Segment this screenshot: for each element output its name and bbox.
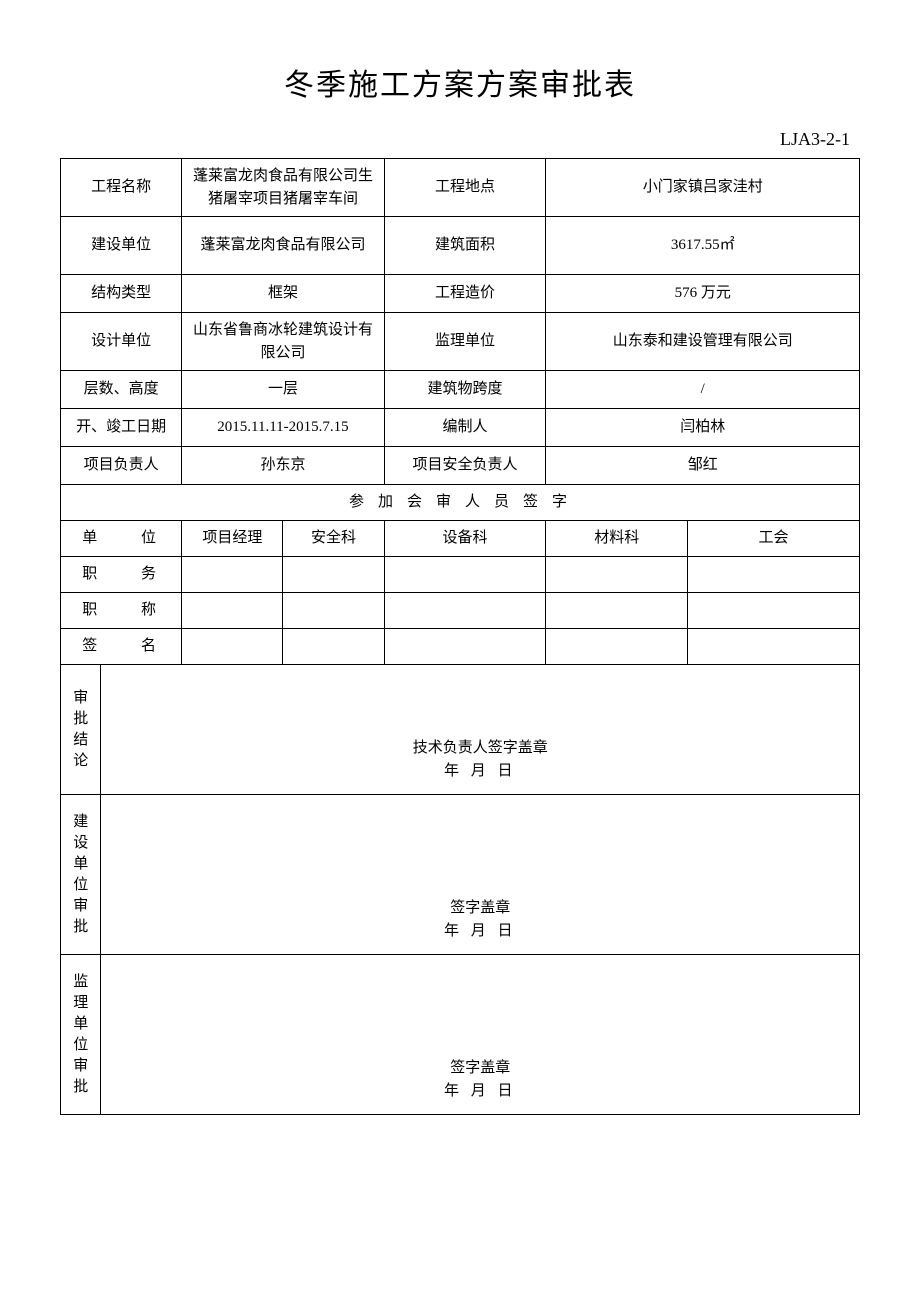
- cell-position-union[interactable]: [688, 557, 860, 593]
- cell-sig-pm[interactable]: [182, 629, 283, 665]
- label-floors-height: 层数、高度: [61, 371, 182, 409]
- date-text-1: 年 月 日: [105, 760, 855, 783]
- cell-rank-union[interactable]: [688, 593, 860, 629]
- label-start-end-date: 开、竣工日期: [61, 409, 182, 447]
- col-union: 工会: [688, 521, 860, 557]
- approval-form-table: 工程名称 蓬莱富龙肉食品有限公司生猪屠宰项目猪屠宰车间 工程地点 小门家镇吕家洼…: [60, 158, 860, 1115]
- value-supervision-unit: 山东泰和建设管理有限公司: [546, 313, 860, 371]
- construction-approval-area[interactable]: 签字盖章 年 月 日: [101, 795, 860, 955]
- label-building-area: 建筑面积: [384, 217, 546, 275]
- value-safety-leader: 邹红: [546, 447, 860, 485]
- cell-sig-safety[interactable]: [283, 629, 384, 665]
- label-design-unit: 设计单位: [61, 313, 182, 371]
- signature-section-title: 参加会审人员签字: [61, 485, 860, 521]
- col-equipment-dept: 设备科: [384, 521, 546, 557]
- form-code: LJA3-2-1: [60, 129, 860, 150]
- value-compiler: 闫柏林: [546, 409, 860, 447]
- label-position: 职 务: [61, 557, 182, 593]
- label-supervision-unit: 监理单位: [384, 313, 546, 371]
- value-project-cost: 576 万元: [546, 275, 860, 313]
- label-structure-type: 结构类型: [61, 275, 182, 313]
- col-safety-dept: 安全科: [283, 521, 384, 557]
- label-compiler: 编制人: [384, 409, 546, 447]
- label-project-location: 工程地点: [384, 159, 546, 217]
- value-structure-type: 框架: [182, 275, 384, 313]
- value-project-name: 蓬莱富龙肉食品有限公司生猪屠宰项目猪屠宰车间: [182, 159, 384, 217]
- label-project-leader: 项目负责人: [61, 447, 182, 485]
- supervision-approval-area[interactable]: 签字盖章 年 月 日: [101, 955, 860, 1115]
- label-building-span: 建筑物跨度: [384, 371, 546, 409]
- label-supervision-approval: 监理单位审批: [61, 955, 101, 1115]
- date-text-3: 年 月 日: [105, 1080, 855, 1103]
- cell-sig-equipment[interactable]: [384, 629, 546, 665]
- label-construction-unit: 建设单位: [61, 217, 182, 275]
- label-unit: 单 位: [61, 521, 182, 557]
- value-construction-unit: 蓬莱富龙肉食品有限公司: [182, 217, 384, 275]
- date-text-2: 年 月 日: [105, 920, 855, 943]
- label-project-cost: 工程造价: [384, 275, 546, 313]
- cell-rank-equipment[interactable]: [384, 593, 546, 629]
- label-safety-leader: 项目安全负责人: [384, 447, 546, 485]
- sig-seal-text-2: 签字盖章: [105, 1057, 855, 1080]
- value-start-end-date: 2015.11.11-2015.7.15: [182, 409, 384, 447]
- cell-sig-union[interactable]: [688, 629, 860, 665]
- cell-position-pm[interactable]: [182, 557, 283, 593]
- cell-rank-safety[interactable]: [283, 593, 384, 629]
- col-material-dept: 材料科: [546, 521, 688, 557]
- value-floors-height: 一层: [182, 371, 384, 409]
- cell-position-material[interactable]: [546, 557, 688, 593]
- sig-seal-text-1: 签字盖章: [105, 897, 855, 920]
- tech-leader-sig-text: 技术负责人签字盖章: [105, 737, 855, 760]
- cell-position-safety[interactable]: [283, 557, 384, 593]
- approval-conclusion-area[interactable]: 技术负责人签字盖章 年 月 日: [101, 665, 860, 795]
- value-design-unit: 山东省鲁商冰轮建筑设计有限公司: [182, 313, 384, 371]
- label-approval-conclusion: 审批结论: [61, 665, 101, 795]
- label-construction-approval: 建设单位审批: [61, 795, 101, 955]
- label-signature: 签 名: [61, 629, 182, 665]
- value-building-span: /: [546, 371, 860, 409]
- value-building-area: 3617.55㎡: [546, 217, 860, 275]
- value-project-location: 小门家镇吕家洼村: [546, 159, 860, 217]
- col-project-manager: 项目经理: [182, 521, 283, 557]
- cell-rank-material[interactable]: [546, 593, 688, 629]
- cell-sig-material[interactable]: [546, 629, 688, 665]
- form-title: 冬季施工方案方案审批表: [60, 60, 860, 104]
- label-title-rank: 职 称: [61, 593, 182, 629]
- value-project-leader: 孙东京: [182, 447, 384, 485]
- label-project-name: 工程名称: [61, 159, 182, 217]
- cell-rank-pm[interactable]: [182, 593, 283, 629]
- cell-position-equipment[interactable]: [384, 557, 546, 593]
